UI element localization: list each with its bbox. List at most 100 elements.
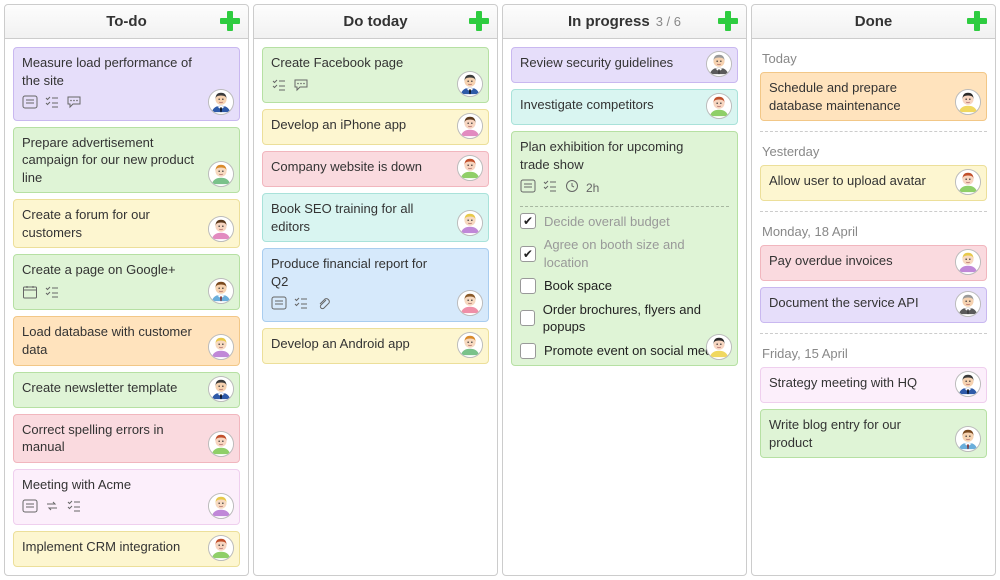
card-title: Correct spelling errors in manual: [22, 421, 231, 456]
comment-icon: [66, 95, 82, 114]
card-time: 2h: [586, 180, 599, 196]
card-title: Load database with customer data: [22, 323, 231, 358]
column-count: 3 / 6: [656, 14, 681, 29]
group-label: Today: [760, 47, 987, 66]
column-body: Review security guidelines Investigate c…: [503, 39, 746, 374]
kanban-card[interactable]: Meeting with Acme: [13, 469, 240, 525]
subtask-label: Order brochures, flyers and popups: [543, 301, 729, 336]
add-card-button[interactable]: [716, 9, 740, 33]
repeat-icon: [44, 499, 60, 518]
column-header: Done: [752, 5, 995, 39]
kanban-card[interactable]: Plan exhibition for upcoming trade show2…: [511, 131, 738, 366]
kanban-card[interactable]: Review security guidelines: [511, 47, 738, 83]
column-title: Do today: [343, 13, 407, 30]
kanban-card[interactable]: Strategy meeting with HQ: [760, 367, 987, 403]
card-icons: [22, 499, 231, 518]
column-header: In progress 3 / 6: [503, 5, 746, 39]
kanban-card[interactable]: Develop an iPhone app: [262, 109, 489, 145]
add-card-button[interactable]: [467, 9, 491, 33]
kanban-column: In progress 3 / 6 Review security guidel…: [502, 4, 747, 576]
column-body: Create Facebook page Develop an iPhone a…: [254, 39, 497, 372]
card-title: Strategy meeting with HQ: [769, 374, 978, 392]
avatar[interactable]: [955, 249, 981, 275]
avatar[interactable]: [457, 332, 483, 358]
kanban-card[interactable]: Prepare advertisement campaign for our n…: [13, 127, 240, 194]
checkbox-icon[interactable]: [520, 343, 536, 359]
kanban-card[interactable]: Implement CRM integration: [13, 531, 240, 567]
avatar[interactable]: [457, 71, 483, 97]
subtask[interactable]: Decide overall budget: [520, 213, 729, 231]
kanban-card[interactable]: Create newsletter template: [13, 372, 240, 408]
avatar[interactable]: [208, 89, 234, 115]
avatar[interactable]: [457, 113, 483, 139]
kanban-card[interactable]: Write blog entry for our product: [760, 409, 987, 458]
kanban-card[interactable]: Produce financial report for Q2: [262, 248, 489, 322]
kanban-column: Do today Create Facebook page Develop an…: [253, 4, 498, 576]
avatar[interactable]: [955, 426, 981, 452]
kanban-card[interactable]: Allow user to upload avatar: [760, 165, 987, 201]
card-icons: [22, 285, 231, 304]
avatar[interactable]: [706, 51, 732, 77]
group-label: Friday, 15 April: [760, 342, 987, 361]
avatar[interactable]: [955, 371, 981, 397]
note-icon: [271, 296, 287, 315]
tasks-icon: [293, 296, 309, 315]
avatar[interactable]: [955, 89, 981, 115]
checkbox-icon[interactable]: [520, 310, 535, 326]
kanban-card[interactable]: Create Facebook page: [262, 47, 489, 103]
group-separator: [760, 333, 987, 334]
card-title: Measure load performance of the site: [22, 54, 231, 89]
calendar-icon: [22, 285, 38, 304]
card-title: Develop an iPhone app: [271, 116, 480, 134]
card-title: Create a forum for our customers: [22, 206, 231, 241]
card-icons: [271, 78, 480, 97]
kanban-card[interactable]: Investigate competitors: [511, 89, 738, 125]
kanban-card[interactable]: Create a forum for our customers: [13, 199, 240, 248]
avatar[interactable]: [706, 93, 732, 119]
kanban-card[interactable]: Company website is down: [262, 151, 489, 187]
note-icon: [22, 499, 38, 518]
avatar[interactable]: [457, 210, 483, 236]
card-title: Company website is down: [271, 158, 480, 176]
avatar[interactable]: [208, 376, 234, 402]
add-card-button[interactable]: [965, 9, 989, 33]
card-title: Develop an Android app: [271, 335, 480, 353]
add-card-button[interactable]: [218, 9, 242, 33]
checkbox-icon[interactable]: [520, 246, 536, 262]
kanban-card[interactable]: Pay overdue invoices: [760, 245, 987, 281]
avatar[interactable]: [208, 334, 234, 360]
avatar[interactable]: [457, 155, 483, 181]
kanban-card[interactable]: Document the service API: [760, 287, 987, 323]
subtask-list: Decide overall budget Agree on booth siz…: [520, 206, 729, 360]
avatar[interactable]: [955, 291, 981, 317]
kanban-card[interactable]: Book SEO training for all editors: [262, 193, 489, 242]
subtask[interactable]: Promote event on social media: [520, 342, 729, 360]
kanban-card[interactable]: Develop an Android app: [262, 328, 489, 364]
subtask[interactable]: Order brochures, flyers and popups: [520, 301, 729, 336]
kanban-card[interactable]: Measure load performance of the site: [13, 47, 240, 121]
subtask[interactable]: Book space: [520, 277, 729, 295]
kanban-card[interactable]: Create a page on Google+: [13, 254, 240, 310]
comment-icon: [293, 78, 309, 97]
note-icon: [520, 179, 536, 198]
avatar[interactable]: [208, 535, 234, 561]
card-icons: [22, 95, 231, 114]
note-icon: [22, 95, 38, 114]
checkbox-icon[interactable]: [520, 278, 536, 294]
kanban-column: To-do Measure load performance of the si…: [4, 4, 249, 576]
tasks-icon: [44, 95, 60, 114]
card-title: Allow user to upload avatar: [769, 172, 978, 190]
group-label: Yesterday: [760, 140, 987, 159]
card-icons: 2h: [520, 179, 729, 198]
avatar[interactable]: [955, 169, 981, 195]
kanban-card[interactable]: Correct spelling errors in manual: [13, 414, 240, 463]
avatar[interactable]: [457, 290, 483, 316]
card-title: Produce financial report for Q2: [271, 255, 480, 290]
kanban-card[interactable]: Schedule and prepare database maintenanc…: [760, 72, 987, 121]
avatar[interactable]: [208, 493, 234, 519]
checkbox-icon[interactable]: [520, 213, 536, 229]
subtask[interactable]: Agree on booth size and location: [520, 236, 729, 271]
kanban-card[interactable]: Load database with customer data: [13, 316, 240, 365]
subtask-label: Promote event on social media: [544, 342, 722, 360]
avatar[interactable]: [208, 431, 234, 457]
